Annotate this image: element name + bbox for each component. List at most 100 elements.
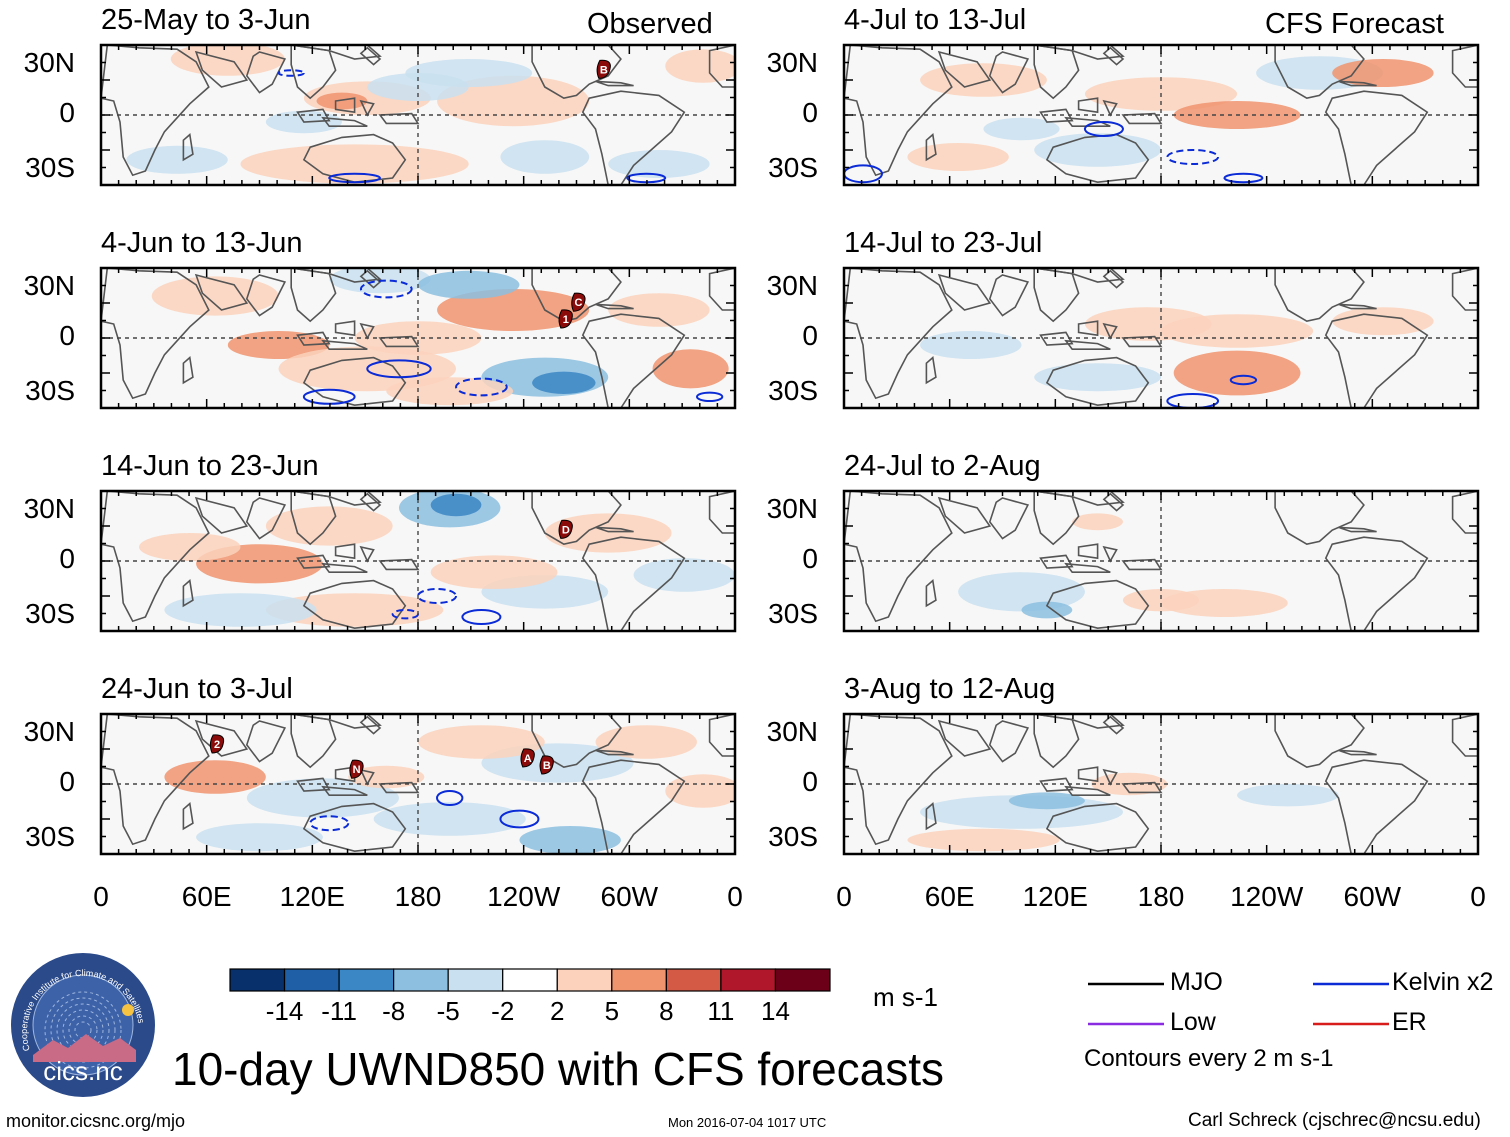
coastline bbox=[937, 496, 992, 534]
forecast-panel-4 bbox=[842, 712, 1480, 856]
coastline bbox=[844, 45, 953, 177]
coastline bbox=[581, 313, 686, 408]
coastline bbox=[1121, 558, 1163, 571]
coastline bbox=[296, 554, 331, 569]
coastline bbox=[296, 331, 331, 346]
coastline bbox=[290, 714, 337, 769]
observed-panel-4: 2 N AB bbox=[99, 712, 737, 856]
anomaly-blob bbox=[405, 59, 533, 87]
legend-label-4: ER bbox=[1392, 1008, 1427, 1036]
coastline bbox=[531, 714, 622, 769]
observed-period-title-2: 4-Jun to 13-Jun bbox=[101, 227, 303, 259]
anomaly-blob bbox=[519, 826, 621, 854]
panel-field bbox=[844, 714, 1478, 854]
panel-field bbox=[844, 491, 1478, 631]
kelvin-contour bbox=[277, 69, 305, 77]
coastline bbox=[196, 714, 382, 729]
anomaly-blob bbox=[907, 143, 1009, 171]
anomaly-blob bbox=[164, 760, 266, 794]
coastline bbox=[196, 45, 382, 60]
coastline bbox=[334, 97, 356, 114]
kelvin-contour bbox=[436, 790, 464, 806]
forecast-lon-label-4: 180 bbox=[1137, 881, 1185, 912]
observed-lon-label-7: 0 bbox=[727, 881, 743, 912]
coastline bbox=[1274, 714, 1365, 769]
anomaly-blob bbox=[437, 289, 590, 331]
coastline bbox=[939, 268, 1125, 283]
anomaly-blob bbox=[665, 49, 735, 83]
logo-mountains bbox=[33, 1034, 136, 1062]
storm-icon bbox=[349, 759, 364, 779]
logo-ring bbox=[44, 991, 122, 1069]
coastline bbox=[1324, 536, 1429, 631]
anomaly-blob bbox=[246, 778, 399, 818]
anomaly-blob bbox=[418, 725, 545, 759]
coastline bbox=[1121, 781, 1163, 794]
coastline bbox=[1039, 108, 1074, 123]
storm-marker: 2 bbox=[209, 734, 225, 754]
anomaly-blob bbox=[1034, 363, 1161, 392]
kelvin-contour bbox=[844, 164, 884, 184]
coastline bbox=[245, 274, 287, 317]
coastline bbox=[595, 526, 634, 533]
coastline bbox=[595, 749, 634, 756]
coastline bbox=[1039, 331, 1074, 346]
coastline bbox=[1064, 785, 1111, 796]
coastline bbox=[1324, 90, 1429, 185]
coastline bbox=[1039, 554, 1074, 569]
coastline bbox=[378, 335, 420, 348]
coastline bbox=[245, 497, 287, 540]
kelvin-contour bbox=[695, 391, 724, 403]
forecast-period-title-4: 3-Aug to 12-Aug bbox=[844, 673, 1056, 705]
coastline bbox=[1033, 714, 1080, 769]
storm-icon bbox=[571, 292, 586, 312]
colorbar-tick-9: 11 bbox=[707, 996, 735, 1026]
coastline bbox=[988, 720, 1030, 763]
coastline bbox=[581, 536, 686, 631]
observed-lat-label-4-1: 30N bbox=[23, 716, 75, 747]
coastline bbox=[1077, 766, 1099, 783]
coastline bbox=[101, 268, 210, 400]
storm-label: C bbox=[575, 297, 583, 309]
coastline bbox=[378, 112, 420, 125]
coastline bbox=[1338, 80, 1377, 87]
coastline bbox=[296, 108, 331, 123]
colorbar-swatch bbox=[720, 968, 777, 992]
forecast-lat-label-2-1: 30N bbox=[766, 270, 818, 301]
coastline bbox=[101, 45, 210, 177]
coastline bbox=[988, 497, 1030, 540]
anomaly-blob bbox=[139, 533, 241, 561]
coastline bbox=[290, 491, 337, 546]
coastline bbox=[1338, 526, 1377, 533]
observed-period-title-4: 24-Jun to 3-Jul bbox=[101, 673, 293, 705]
coastline bbox=[595, 80, 634, 87]
colorbar-swatch bbox=[447, 968, 504, 992]
anomaly-blob bbox=[907, 828, 1060, 852]
observed-lat-label-4-3: 30S bbox=[25, 821, 75, 852]
storm-icon bbox=[596, 59, 611, 79]
storm-icon bbox=[558, 519, 573, 539]
forecast-lon-label-6: 60W bbox=[1343, 881, 1402, 912]
observed-lon-label-6: 60W bbox=[600, 881, 659, 912]
coastline bbox=[939, 714, 1125, 729]
kelvin-contour bbox=[1166, 393, 1220, 408]
coastline bbox=[334, 766, 356, 783]
anomaly-blob bbox=[1008, 792, 1085, 810]
colorbar-swatch bbox=[338, 968, 395, 992]
colorbar-tick-4: -5 bbox=[436, 996, 460, 1026]
storm-icon bbox=[539, 755, 554, 775]
anomaly-blob bbox=[1034, 133, 1161, 167]
anomaly-blob bbox=[1072, 513, 1123, 531]
kelvin-contour bbox=[455, 377, 508, 397]
coastline bbox=[378, 558, 420, 571]
panel-field bbox=[101, 268, 735, 408]
anomaly-blob bbox=[430, 555, 558, 589]
forecast-lat-label-3-1: 30N bbox=[766, 493, 818, 524]
colorbar-swatch bbox=[556, 968, 613, 992]
anomaly-blob bbox=[983, 117, 1060, 141]
panel-ticks bbox=[100, 713, 736, 855]
observed-panel-1: B bbox=[99, 43, 737, 187]
forecast-lat-label-4-3: 30S bbox=[768, 821, 818, 852]
anomaly-blob bbox=[1237, 784, 1339, 807]
forecast-lat-label-3-2: 0 bbox=[802, 543, 818, 574]
